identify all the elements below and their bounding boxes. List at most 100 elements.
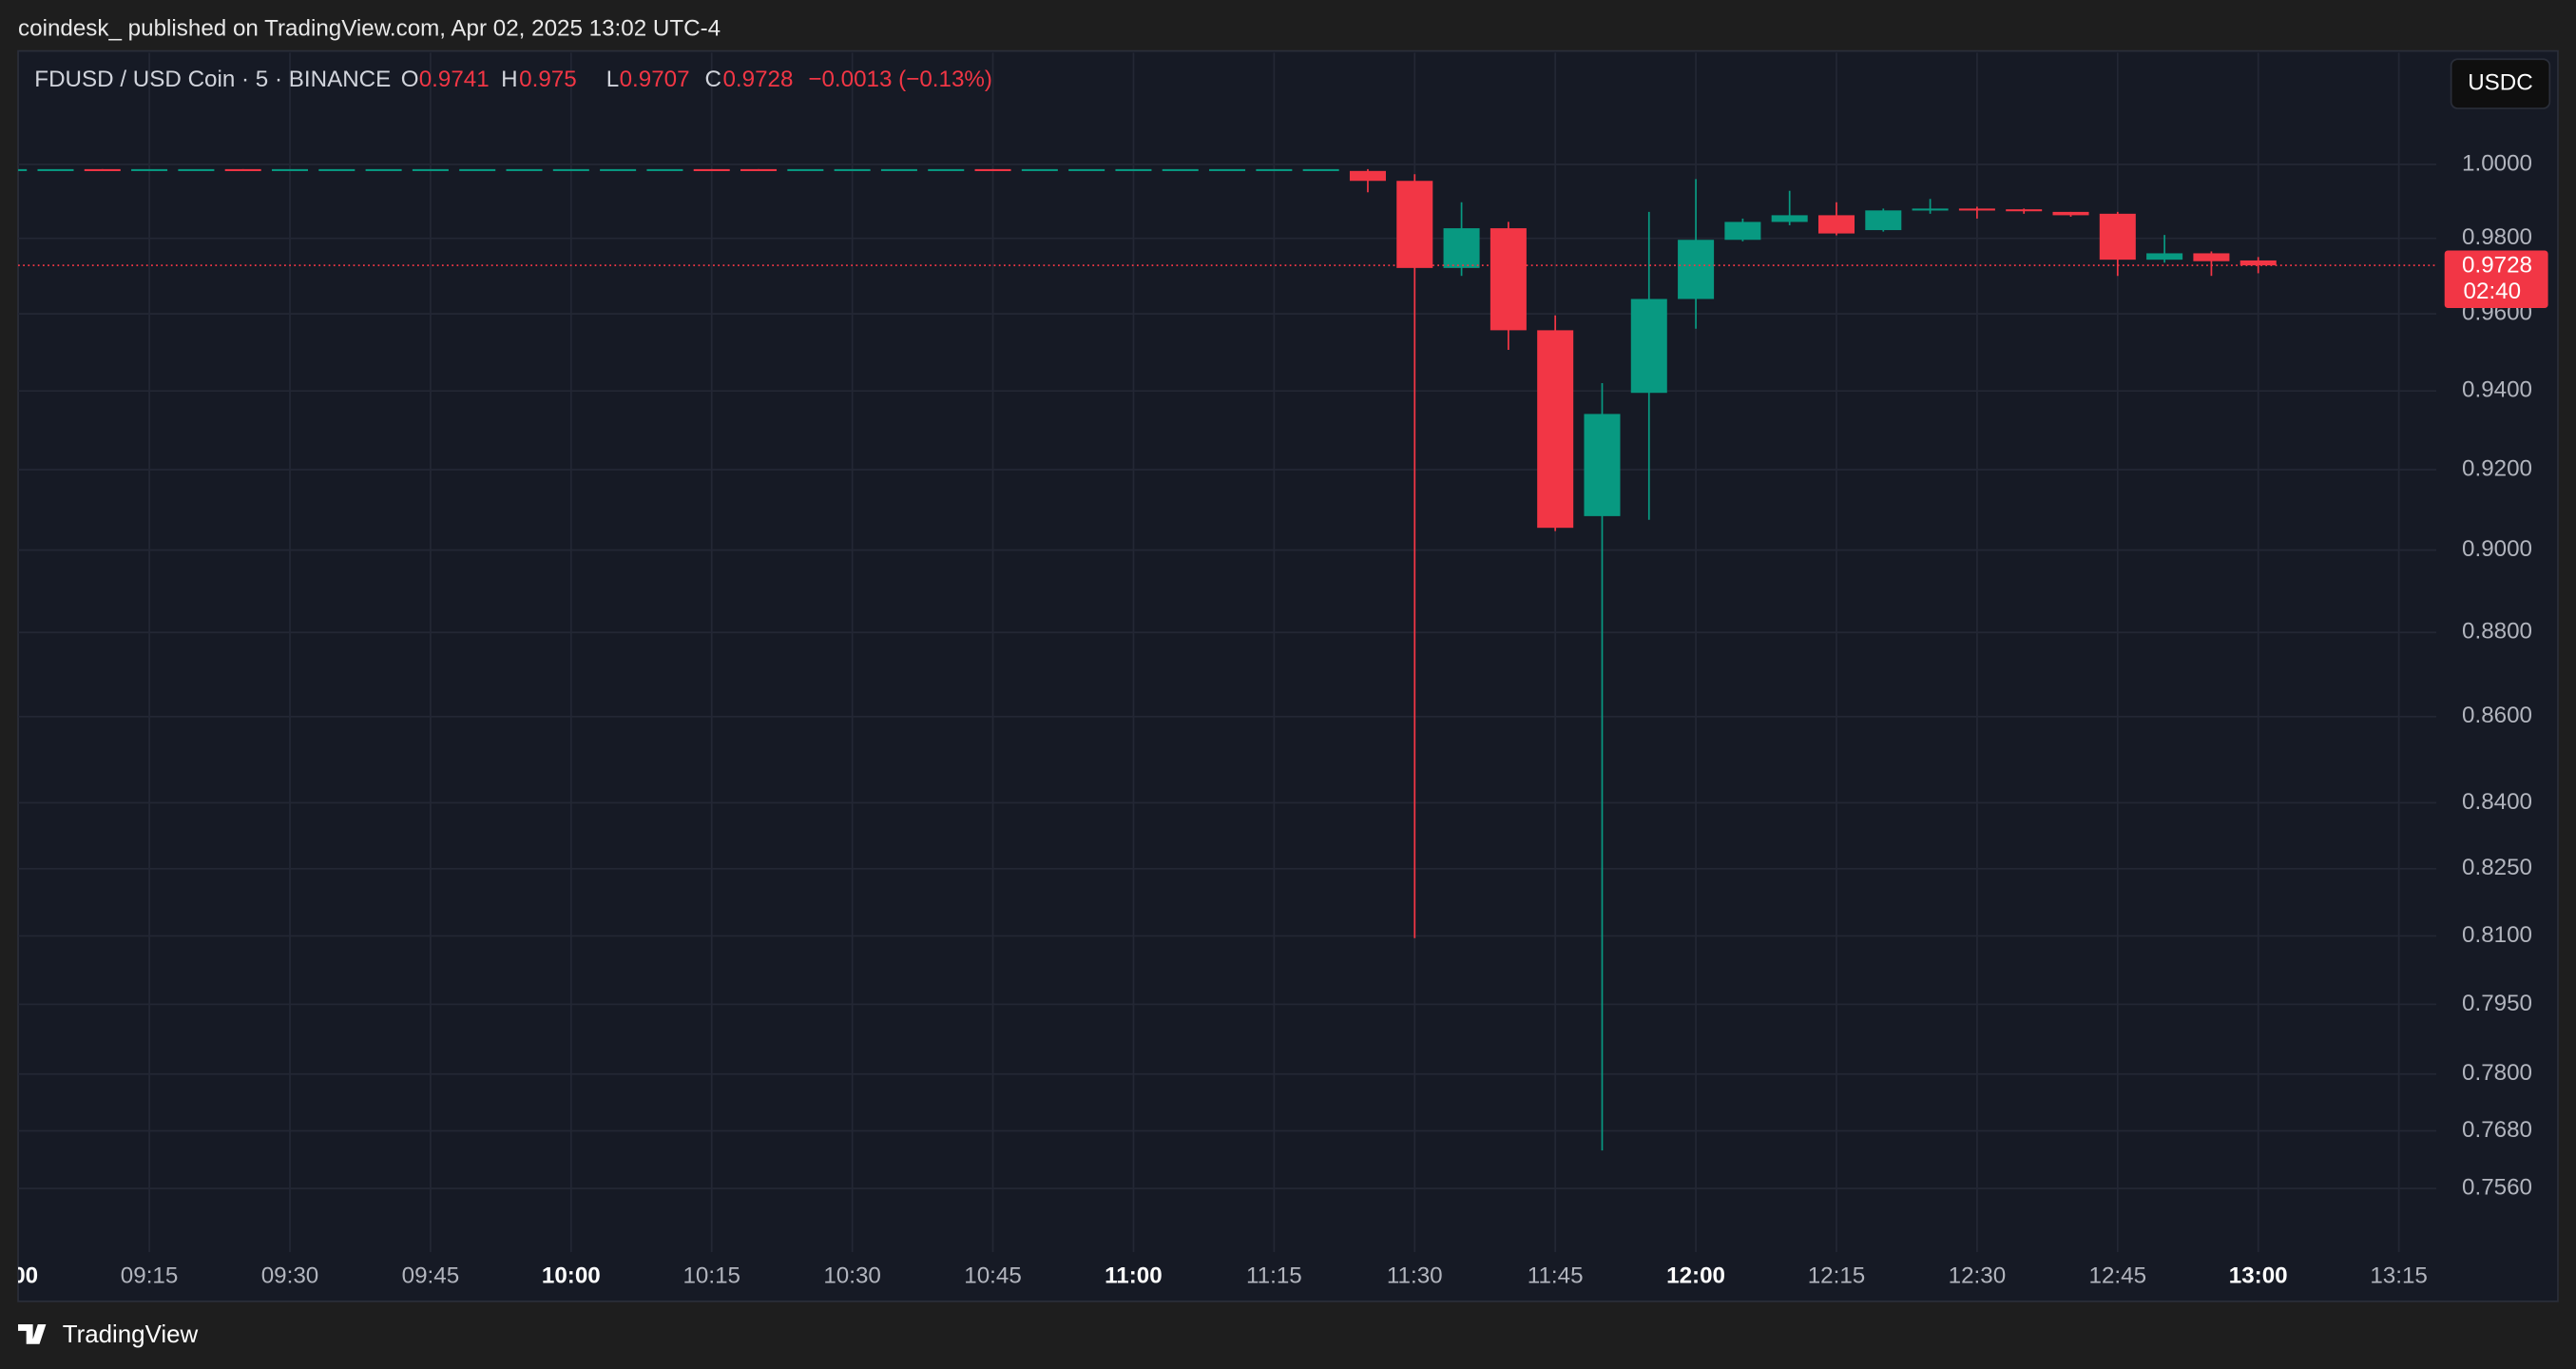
candle-body — [1630, 299, 1667, 394]
y-tick-label: 0.8100 — [2462, 922, 2532, 948]
x-tick-label: 10:00 — [542, 1263, 601, 1288]
candle-body — [459, 168, 496, 171]
x-tick-label: 09:00 — [0, 1263, 38, 1288]
brand: TradingView — [63, 1321, 199, 1348]
candle-body — [1771, 215, 1808, 222]
y-tick-label: 0.9800 — [2462, 224, 2532, 250]
countdown: 02:40 — [2464, 279, 2522, 304]
candle-body — [1021, 168, 1058, 171]
y-tick-label: 0.7680 — [2462, 1117, 2532, 1143]
candle-body — [2240, 260, 2277, 266]
candle-body — [1443, 228, 1480, 268]
candle-body — [131, 168, 168, 171]
symbol-title: FDUSD / USD Coin · 5 · BINANCE — [34, 67, 391, 92]
candle-body — [1817, 215, 1855, 234]
x-tick-label: 10:15 — [682, 1263, 740, 1288]
currency-label[interactable]: USDC — [2468, 70, 2533, 96]
candle-body — [600, 168, 637, 171]
x-tick-label: 09:30 — [261, 1263, 319, 1288]
candle-body — [84, 168, 121, 171]
ohlc-value: 0.9741 — [419, 67, 490, 92]
x-tick-label: 13:00 — [2229, 1263, 2288, 1288]
candle-body — [974, 168, 1011, 171]
candle-body — [224, 168, 261, 171]
candle-body — [1068, 168, 1105, 171]
plot: 1.00000.98000.96000.94000.92000.90000.88… — [0, 52, 2532, 1288]
y-tick-label: 0.7800 — [2462, 1060, 2532, 1086]
ohlc-value: 0.9707 — [620, 67, 690, 92]
candle-body — [318, 168, 356, 171]
candle-body — [1349, 170, 1386, 182]
x-tick-label: 12:00 — [1666, 1263, 1725, 1288]
candle-body — [834, 168, 871, 171]
price-label-box — [2444, 250, 2548, 309]
candle-body — [1912, 208, 1949, 211]
price-label: 0.9728 — [2462, 252, 2532, 278]
candle-body — [2146, 253, 2183, 260]
x-tick-label: 09:15 — [121, 1263, 179, 1288]
candle-body — [1584, 414, 1621, 516]
candle-body — [1209, 168, 1246, 171]
candle-body — [1490, 228, 1527, 331]
y-tick-label: 0.9000 — [2462, 536, 2532, 562]
candle-body — [787, 168, 824, 171]
x-tick-label: 11:00 — [1105, 1263, 1163, 1288]
candle-body — [1958, 208, 1995, 211]
candle-body — [2006, 209, 2043, 212]
candle-body — [1302, 168, 1339, 171]
x-tick-label: 09:45 — [402, 1263, 460, 1288]
candle-body — [2099, 213, 2136, 260]
candle-body — [740, 168, 778, 171]
x-tick-label: 12:45 — [2089, 1263, 2147, 1288]
x-tick-label: 12:30 — [1949, 1263, 2007, 1288]
candle-body — [1537, 330, 1574, 529]
logo-icon — [18, 1323, 47, 1344]
y-tick-label: 1.0000 — [2462, 150, 2532, 176]
ohlc-label: L — [606, 67, 619, 92]
candle-body — [1256, 168, 1293, 171]
ohlc-label: C — [704, 67, 721, 92]
x-tick-label: 10:45 — [964, 1263, 1022, 1288]
change-label: −0.0013 (−0.13%) — [808, 67, 992, 92]
candle-body — [506, 168, 543, 171]
ohlc-label: O — [401, 67, 419, 92]
y-tick-label: 0.7560 — [2462, 1175, 2532, 1201]
candle-body — [1865, 210, 1902, 231]
x-tick-label: 12:15 — [1808, 1263, 1866, 1288]
candle-body — [37, 168, 74, 171]
candle-body — [693, 168, 730, 171]
candle-body — [1678, 240, 1715, 299]
currency-button[interactable] — [2450, 58, 2551, 109]
ohlc-value: 0.975 — [519, 67, 577, 92]
candle-body — [1115, 168, 1152, 171]
candle-body — [412, 168, 449, 171]
y-tick-label: 0.7950 — [2462, 991, 2532, 1016]
overlay: FDUSD / USD Coin · 5 · BINANCE O 0.9741 … — [18, 58, 2551, 1348]
publisher-line: coindesk_ published on TradingView.com, … — [18, 15, 721, 41]
x-tick-label: 11:45 — [1528, 1263, 1584, 1288]
y-tick-label: 0.8600 — [2462, 703, 2532, 728]
candle-body — [365, 168, 402, 171]
candle-body — [2052, 211, 2089, 216]
y-tick-label: 0.8250 — [2462, 855, 2532, 880]
candle-body — [646, 168, 683, 171]
x-tick-label: 10:30 — [823, 1263, 881, 1288]
candle-body — [1396, 181, 1433, 268]
ohlc-value: 0.9728 — [722, 67, 793, 92]
candle-body — [2193, 253, 2230, 261]
x-tick-label: 11:15 — [1246, 1263, 1302, 1288]
candle-body — [880, 168, 917, 171]
candle-body — [178, 168, 215, 171]
tradingview-logo: TradingView — [18, 1321, 199, 1348]
x-tick-label: 13:15 — [2370, 1263, 2428, 1288]
candle-body — [928, 168, 965, 171]
candle-body — [1162, 168, 1199, 171]
ohlc-label: H — [501, 67, 517, 92]
y-tick-label: 0.8400 — [2462, 789, 2532, 815]
x-tick-label: 11:30 — [1387, 1263, 1443, 1288]
y-tick-label: 0.9200 — [2462, 455, 2532, 481]
candle-body — [1724, 222, 1761, 241]
candle-body — [18, 168, 28, 171]
